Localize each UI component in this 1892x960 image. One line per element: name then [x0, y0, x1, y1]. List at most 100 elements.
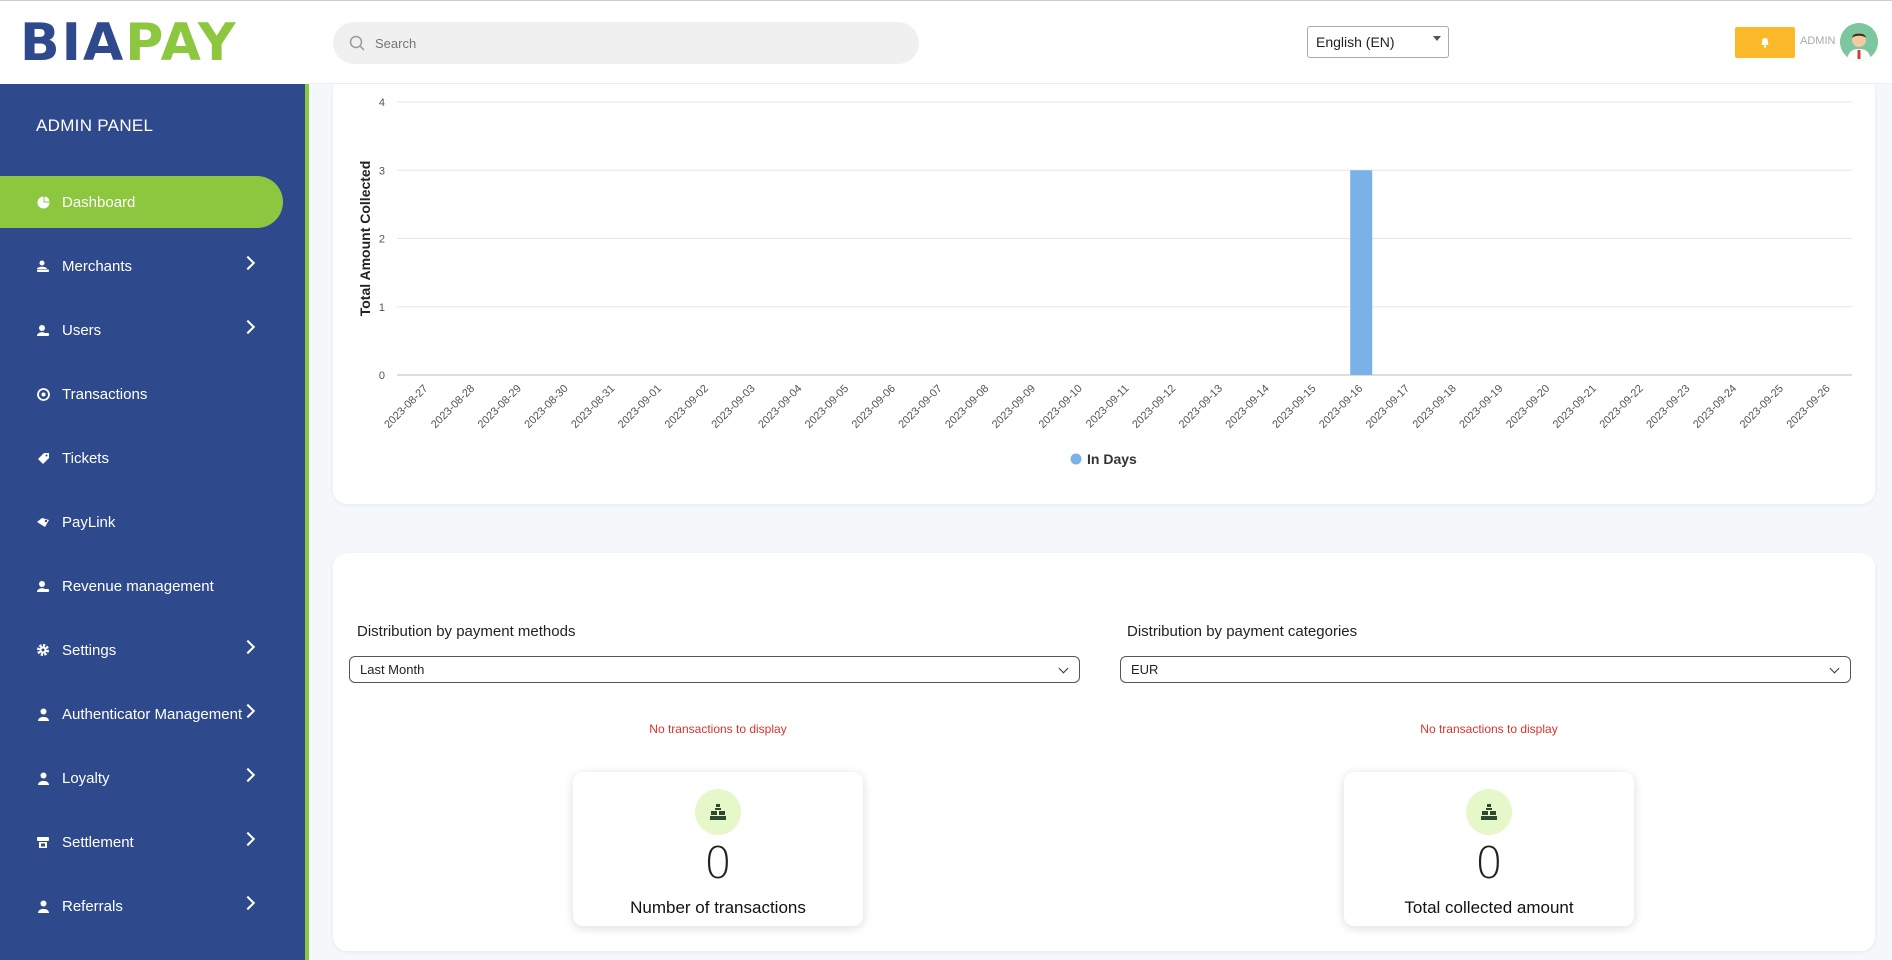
collected-amount-chart-card: 0 1 2 3 4 Total Amount Collected 2023-08-27 202… [333, 84, 1875, 504]
transactions-count-label: Number of transactions [630, 898, 806, 917]
panel-title: ADMIN PANEL [36, 116, 154, 135]
top-header: English (EN) ADMIN [309, 0, 1892, 84]
x-tick-label: 2023-09-15 [1270, 383, 1318, 431]
dashboard-icon [36, 195, 50, 209]
methods-empty-message: No transactions to display [649, 722, 787, 736]
x-tick-label: 2023-08-30 [522, 383, 570, 431]
sidebar-item-merchants[interactable]: Merchants [0, 240, 283, 292]
legend-marker [1070, 453, 1082, 465]
sidebar-item-referrals[interactable]: Referrals [0, 880, 283, 932]
sidebar-item-label: Settings [62, 641, 117, 659]
logo-area: BIAPAY [0, 0, 309, 84]
search-icon [349, 35, 365, 51]
x-tick-label: 2023-09-02 [663, 383, 711, 431]
y-tick-label: 3 [379, 165, 385, 177]
x-tick-label: 2023-09-24 [1691, 383, 1739, 431]
x-tick-label: 2023-09-16 [1317, 383, 1365, 431]
distribution-card: Distribution by payment methods Last Mon… [333, 553, 1875, 951]
y-tick-label: 0 [379, 370, 385, 382]
categories-empty-message: No transactions to display [1420, 722, 1558, 736]
sidebar-item-label: Revenue management [62, 577, 214, 595]
currency-select-value: EUR [1131, 662, 1159, 677]
x-tick-label: 2023-09-25 [1738, 383, 1786, 431]
chevron-right-icon [240, 831, 256, 847]
x-tick-label: 2023-09-23 [1644, 383, 1692, 431]
sidebar-item-revenue-management[interactable]: Revenue management [0, 560, 283, 612]
sidebar-item-transactions[interactable]: Transactions [0, 368, 283, 420]
x-tick-label: 2023-09-12 [1130, 383, 1178, 431]
x-tick-label: 2023-09-17 [1364, 383, 1412, 431]
transactions-icon [36, 387, 50, 401]
collected-amount-value: 0 [1475, 838, 1503, 889]
user-avatar-icon [1840, 23, 1878, 61]
chevron-right-icon [240, 767, 256, 783]
currency-select[interactable]: EUR [1120, 656, 1851, 683]
authenticator-icon [36, 707, 50, 721]
y-tick-label: 4 [379, 97, 385, 109]
bank-stack-icon [710, 804, 726, 820]
x-tick-label: 2023-09-04 [756, 383, 804, 431]
settlement-icon [36, 835, 50, 849]
sidebar-item-label: Loyalty [62, 769, 110, 787]
biapay-logo[interactable]: BIAPAY [20, 12, 238, 73]
chevron-down-icon [1058, 663, 1069, 674]
sidebar: ADMIN PANEL Dashboard Merchants Users Tr… [0, 84, 309, 960]
sidebar-item-label: Tickets [62, 449, 109, 467]
collected-amount-card: 0 Total collected amount [1344, 772, 1634, 926]
chevron-right-icon [240, 319, 256, 335]
chevron-right-icon [240, 895, 256, 911]
gear-icon [36, 643, 50, 657]
avatar[interactable] [1840, 23, 1878, 61]
sidebar-item-label: PayLink [62, 513, 116, 531]
transactions-count-value: 0 [704, 838, 732, 889]
x-tick-label: 2023-09-01 [616, 383, 664, 431]
sidebar-item-label: Users [62, 321, 102, 339]
x-tick-label: 2023-09-03 [709, 383, 757, 431]
distribution-methods-title: Distribution by payment methods [357, 623, 576, 640]
search-bar[interactable] [333, 22, 919, 64]
bell-icon [1761, 38, 1769, 48]
x-tick-label: 2023-08-28 [429, 383, 477, 431]
sidebar-item-tickets[interactable]: Tickets [0, 432, 283, 484]
x-tick-label: 2023-09-18 [1411, 383, 1459, 431]
x-tick-label: 2023-09-26 [1784, 383, 1832, 431]
x-tick-label: 2023-09-05 [803, 383, 851, 431]
language-value: English (EN) [1316, 34, 1395, 50]
chevron-down-icon [1829, 663, 1840, 674]
bar [1350, 170, 1373, 375]
x-tick-label: 2023-09-07 [896, 383, 944, 431]
transactions-count-card: 0 Number of transactions [573, 772, 863, 926]
x-tick-label: 2023-09-09 [990, 383, 1038, 431]
x-tick-label: 2023-09-14 [1224, 383, 1272, 431]
loyalty-icon [36, 771, 50, 785]
users-icon [36, 323, 50, 337]
x-tick-label: 2023-09-06 [850, 383, 898, 431]
sidebar-item-settlement[interactable]: Settlement [0, 816, 283, 868]
bank-stack-icon [1481, 804, 1497, 820]
x-tick-label: 2023-09-08 [943, 383, 991, 431]
sidebar-item-settings[interactable]: Settings [0, 624, 283, 676]
stat-icon [695, 789, 741, 835]
sidebar-item-dashboard[interactable]: Dashboard [0, 176, 283, 228]
period-select[interactable]: Last Month [349, 656, 1080, 683]
x-tick-label: 2023-09-19 [1457, 383, 1505, 431]
sidebar-item-label: Transactions [62, 385, 148, 403]
x-tick-label: 2023-09-11 [1084, 383, 1132, 431]
merchant-icon [36, 259, 50, 273]
chevron-right-icon [240, 255, 256, 271]
sidebar-item-loyalty[interactable]: Loyalty [0, 752, 283, 804]
sidebar-item-label: Referrals [62, 897, 123, 915]
sidebar-item-authenticator-management[interactable]: Authenticator Management [0, 688, 283, 740]
period-select-value: Last Month [360, 662, 425, 677]
sidebar-item-users[interactable]: Users [0, 304, 283, 356]
sidebar-item-paylink[interactable]: PayLink [0, 496, 283, 548]
chevron-right-icon [240, 639, 256, 655]
stat-icon [1466, 789, 1512, 835]
sidebar-item-label: Merchants [62, 257, 133, 275]
search-input[interactable] [375, 35, 875, 51]
notification-button[interactable] [1735, 27, 1795, 58]
language-select[interactable]: English (EN) [1307, 26, 1449, 58]
ticket-icon [36, 451, 50, 465]
x-tick-label: 2023-08-31 [569, 383, 617, 431]
